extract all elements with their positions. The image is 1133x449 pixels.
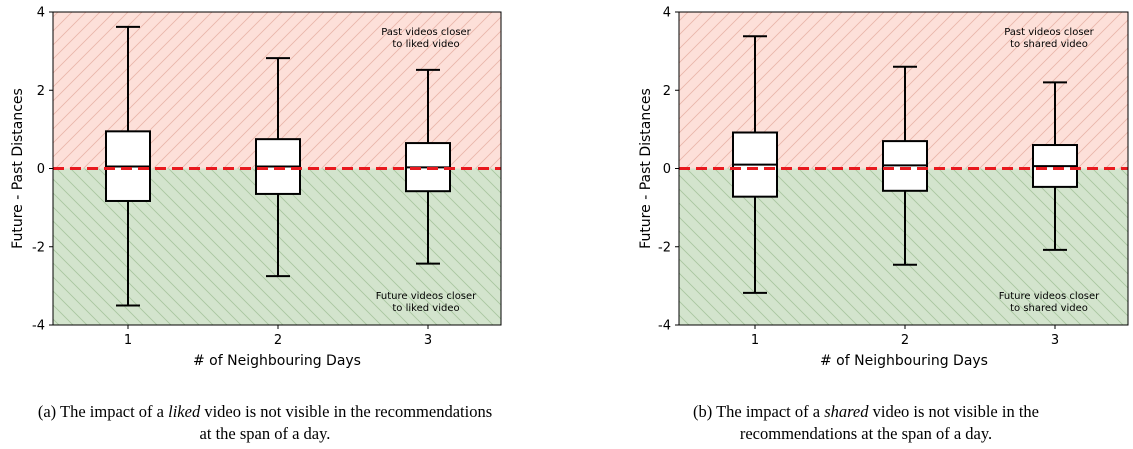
upper-region-label: Past videos closer [381,27,471,38]
upper-region-label: to liked video [392,39,459,50]
upper-region-label: Past videos closer [1004,27,1094,38]
y-axis-label: Future - Past Distances [638,88,654,249]
x-axis-label: # of Neighbouring Days [193,353,361,369]
upper-region-label: to shared video [1010,39,1088,50]
box-3 [405,68,451,265]
y-tick-label: -2 [658,240,671,255]
box-1 [732,35,778,294]
lower-region-label: Future videos closer [999,291,1100,302]
x-tick-label: 1 [124,333,132,348]
y-tick-label: 4 [663,6,671,21]
y-tick-label: -2 [32,240,45,255]
caption-a: (a) The impact of a liked video is not v… [35,401,495,445]
x-tick-label: 2 [901,333,909,348]
y-tick-label: -4 [658,319,671,334]
lower-region-label: to shared video [1010,303,1088,314]
caption-b-emphasis: shared [824,402,869,421]
caption-a-prefix: (a) The impact of a [37,402,169,421]
y-tick-label: 0 [37,162,45,177]
x-tick-label: 3 [1051,333,1059,348]
y-tick-label: -4 [32,319,45,334]
lower-region-label: Future videos closer [376,291,477,302]
y-tick-label: 0 [663,162,671,177]
lower-region-label: to liked video [392,303,459,314]
caption-b: (b) The impact of a shared video is not … [636,401,1096,445]
box-2 [255,57,301,278]
y-tick-label: 2 [663,84,671,99]
y-tick-label: 4 [37,6,45,21]
caption-b-prefix: (b) The impact of a [693,402,825,421]
caption-a-suffix: video is not visible in the recommendati… [199,402,493,443]
x-tick-label: 3 [424,333,432,348]
caption-a-emphasis: liked [168,402,201,421]
x-axis-label: # of Neighbouring Days [820,353,988,369]
caption-b-suffix: video is not visible in the recommendati… [739,402,1039,443]
y-axis-label: Future - Past Distances [10,88,26,249]
x-tick-label: 2 [274,333,282,348]
x-tick-label: 1 [751,333,759,348]
box-3 [1032,81,1078,251]
box-1 [105,25,151,307]
y-tick-label: 2 [37,84,45,99]
box-2 [882,65,928,266]
